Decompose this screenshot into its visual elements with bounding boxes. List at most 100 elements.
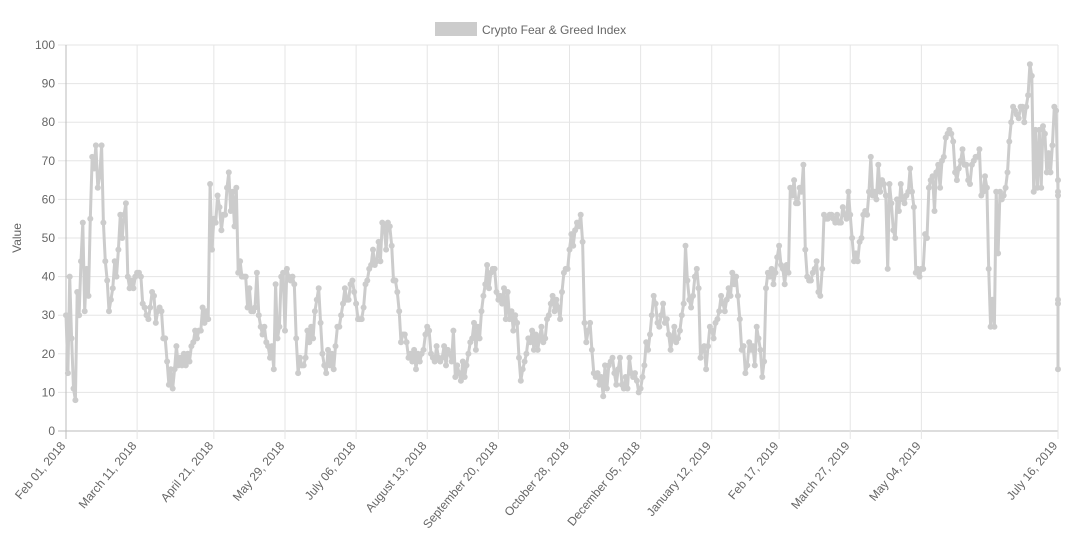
data-point[interactable] bbox=[74, 289, 81, 295]
data-point[interactable] bbox=[873, 196, 880, 203]
data-point[interactable] bbox=[326, 362, 333, 369]
data-point[interactable] bbox=[880, 181, 887, 187]
data-point[interactable] bbox=[807, 277, 814, 284]
data-point[interactable] bbox=[648, 312, 655, 319]
data-point[interactable] bbox=[716, 308, 723, 315]
data-point[interactable] bbox=[87, 215, 94, 222]
data-point[interactable] bbox=[798, 188, 805, 195]
data-point[interactable] bbox=[79, 219, 86, 226]
data-point[interactable] bbox=[413, 366, 419, 373]
data-point[interactable] bbox=[1008, 119, 1015, 126]
data-point[interactable] bbox=[622, 374, 629, 380]
data-point[interactable] bbox=[506, 316, 513, 323]
data-point[interactable] bbox=[212, 219, 219, 226]
data-point[interactable] bbox=[626, 354, 633, 361]
data-point[interactable] bbox=[787, 184, 794, 191]
data-point[interactable] bbox=[534, 346, 541, 353]
data-point[interactable] bbox=[675, 335, 681, 342]
data-point[interactable] bbox=[886, 181, 893, 187]
data-point[interactable] bbox=[85, 292, 92, 299]
data-point[interactable] bbox=[570, 242, 577, 249]
data-point[interactable] bbox=[888, 200, 895, 207]
data-point[interactable] bbox=[1015, 115, 1022, 122]
data-point[interactable] bbox=[596, 381, 603, 388]
data-point[interactable] bbox=[173, 343, 180, 350]
data-point[interactable] bbox=[184, 350, 191, 357]
data-point[interactable] bbox=[282, 327, 288, 334]
data-point[interactable] bbox=[338, 312, 345, 319]
data-point[interactable] bbox=[510, 327, 517, 334]
data-point[interactable] bbox=[890, 227, 897, 234]
data-point[interactable] bbox=[512, 312, 519, 319]
data-point[interactable] bbox=[218, 227, 225, 234]
data-point[interactable] bbox=[1055, 192, 1061, 199]
data-point[interactable] bbox=[532, 331, 539, 338]
data-point[interactable] bbox=[783, 262, 790, 268]
data-point[interactable] bbox=[107, 296, 114, 303]
data-point[interactable] bbox=[244, 304, 251, 311]
data-point[interactable] bbox=[111, 258, 118, 265]
data-point[interactable] bbox=[443, 362, 449, 369]
data-point[interactable] bbox=[955, 165, 962, 172]
data-point[interactable] bbox=[68, 335, 75, 342]
data-point[interactable] bbox=[763, 285, 769, 292]
data-point[interactable] bbox=[224, 184, 230, 191]
data-point[interactable] bbox=[78, 258, 84, 265]
data-point[interactable] bbox=[517, 377, 524, 384]
data-point[interactable] bbox=[772, 269, 779, 276]
data-point[interactable] bbox=[433, 343, 440, 350]
data-point[interactable] bbox=[652, 300, 659, 307]
data-point[interactable] bbox=[609, 354, 616, 361]
data-point[interactable] bbox=[1036, 126, 1043, 133]
data-point[interactable] bbox=[527, 339, 534, 346]
data-point[interactable] bbox=[297, 354, 303, 361]
data-point[interactable] bbox=[501, 285, 507, 292]
data-point[interactable] bbox=[667, 346, 674, 353]
data-point[interactable] bbox=[283, 265, 290, 272]
data-point[interactable] bbox=[516, 354, 522, 361]
data-point[interactable] bbox=[736, 316, 743, 323]
data-point[interactable] bbox=[983, 184, 990, 191]
data-point[interactable] bbox=[718, 292, 725, 299]
data-point[interactable] bbox=[472, 346, 479, 353]
data-point[interactable] bbox=[70, 385, 77, 392]
data-point[interactable] bbox=[311, 308, 318, 315]
data-point[interactable] bbox=[94, 184, 101, 191]
data-point[interactable] bbox=[549, 292, 556, 299]
data-point[interactable] bbox=[650, 292, 657, 299]
data-point[interactable] bbox=[439, 354, 446, 361]
data-point[interactable] bbox=[633, 377, 640, 384]
data-point[interactable] bbox=[877, 188, 884, 195]
data-point[interactable] bbox=[1006, 138, 1013, 145]
data-point[interactable] bbox=[545, 312, 552, 319]
data-point[interactable] bbox=[953, 177, 960, 184]
data-point[interactable] bbox=[319, 350, 326, 357]
data-point[interactable] bbox=[669, 335, 676, 342]
data-point[interactable] bbox=[274, 335, 281, 342]
data-point[interactable] bbox=[121, 211, 127, 218]
data-point[interactable] bbox=[660, 300, 667, 307]
data-point[interactable] bbox=[536, 335, 543, 342]
data-point[interactable] bbox=[471, 319, 477, 326]
data-point[interactable] bbox=[547, 300, 554, 307]
data-point[interactable] bbox=[63, 312, 69, 319]
data-point[interactable] bbox=[474, 323, 481, 330]
data-point[interactable] bbox=[388, 242, 395, 249]
data-point[interactable] bbox=[493, 289, 500, 295]
data-point[interactable] bbox=[358, 316, 365, 323]
data-point[interactable] bbox=[800, 161, 807, 168]
data-point[interactable] bbox=[91, 165, 98, 172]
data-point[interactable] bbox=[237, 258, 244, 265]
data-point[interactable] bbox=[205, 316, 212, 323]
data-point[interactable] bbox=[785, 269, 792, 276]
data-point[interactable] bbox=[457, 377, 464, 384]
data-point[interactable] bbox=[725, 285, 732, 292]
data-point[interactable] bbox=[165, 381, 172, 388]
data-point[interactable] bbox=[227, 208, 234, 214]
data-point[interactable] bbox=[214, 192, 221, 199]
data-point[interactable] bbox=[1023, 103, 1030, 110]
data-point[interactable] bbox=[703, 366, 710, 373]
data-point[interactable] bbox=[759, 374, 766, 380]
data-point[interactable] bbox=[757, 346, 764, 353]
data-point[interactable] bbox=[603, 385, 610, 392]
